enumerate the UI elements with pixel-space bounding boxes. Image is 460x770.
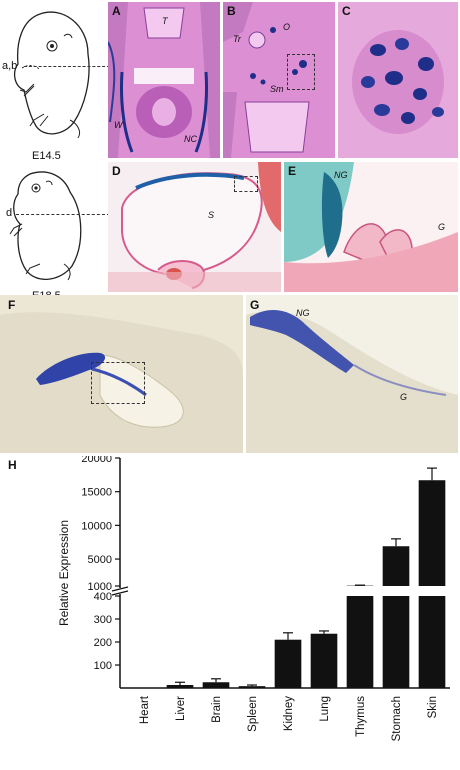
x-tick-label: Heart bbox=[139, 695, 151, 724]
panel-d-label: D bbox=[112, 164, 121, 178]
bar-kidney bbox=[275, 640, 302, 688]
x-tick-label: Skin bbox=[427, 696, 439, 718]
x-tick-label: Spleen bbox=[247, 696, 259, 732]
panel-f-histology bbox=[0, 295, 243, 453]
panel-b-tag-sm: Sm bbox=[270, 84, 284, 94]
panel-b-inset-box bbox=[287, 54, 315, 90]
panel-g-histology bbox=[246, 295, 458, 453]
x-tick-label: Stomach bbox=[391, 696, 403, 741]
x-tick-label: Thymus bbox=[355, 696, 367, 737]
panel-a-tag-nc: NC bbox=[184, 134, 197, 144]
bar-thymus bbox=[347, 596, 374, 688]
panel-f-inset-box bbox=[91, 362, 145, 404]
panel-b-tag-o: O bbox=[283, 22, 290, 32]
y-tick-label-lower: 100 bbox=[94, 660, 112, 672]
panel-e-histology bbox=[284, 162, 458, 292]
y-tick-label-lower: 400 bbox=[94, 591, 112, 603]
panel-e-tag-ng: NG bbox=[334, 170, 348, 180]
y-tick-label-upper: 20000 bbox=[81, 456, 112, 465]
bar-upper-stomach bbox=[383, 546, 410, 586]
y-tick-label-lower: 200 bbox=[94, 637, 112, 649]
x-tick-label: Kidney bbox=[283, 696, 295, 731]
y-axis-label: Relative Expression bbox=[57, 520, 71, 626]
panel-d-histology bbox=[108, 162, 281, 292]
axis-break-gap bbox=[110, 589, 454, 593]
embryo-e18-schematic bbox=[0, 166, 105, 286]
panel-f-label: F bbox=[8, 298, 15, 312]
panel-a-tag-t: T bbox=[162, 16, 168, 26]
panel-b-histology bbox=[223, 2, 335, 158]
embryo-e14-schematic bbox=[0, 2, 105, 150]
panel-g-tag-g: G bbox=[400, 392, 407, 402]
panel-e-tag-g: G bbox=[438, 222, 445, 232]
bar-brain bbox=[203, 682, 230, 688]
panel-d-tag-s: S bbox=[208, 210, 214, 220]
section-line-bottom bbox=[16, 214, 110, 215]
bar-stomach bbox=[383, 596, 410, 688]
x-tick-label: Lung bbox=[319, 696, 331, 722]
section-line-top bbox=[24, 66, 110, 67]
panel-a-label: A bbox=[112, 4, 121, 18]
stage-label-top: E14.5 bbox=[32, 150, 61, 162]
y-tick-label-upper: 5000 bbox=[88, 554, 112, 566]
bar-spleen bbox=[239, 686, 266, 688]
panel-c-histology bbox=[338, 2, 458, 158]
panel-b-label: B bbox=[227, 4, 236, 18]
plane-label-top: a,b bbox=[2, 60, 17, 72]
plane-label-bottom: d bbox=[6, 207, 12, 219]
panel-c-label: C bbox=[342, 4, 351, 18]
panel-e-label: E bbox=[288, 164, 296, 178]
y-tick-label-upper: 15000 bbox=[81, 487, 112, 499]
x-tick-label: Liver bbox=[175, 696, 187, 721]
bar-liver bbox=[167, 685, 194, 688]
panel-a-tag-w: W bbox=[114, 120, 123, 130]
panel-g-label: G bbox=[250, 298, 259, 312]
bar-lung bbox=[311, 634, 338, 688]
y-tick-label-lower: 300 bbox=[94, 614, 112, 626]
panel-d-inset-box bbox=[234, 176, 258, 192]
bar-upper-skin bbox=[419, 480, 446, 586]
bar-skin bbox=[419, 596, 446, 688]
panel-g-tag-ng: NG bbox=[296, 308, 310, 318]
panel-b-tag-tr: Tr bbox=[233, 34, 241, 44]
x-tick-label: Brain bbox=[211, 696, 223, 723]
y-tick-label-upper: 10000 bbox=[81, 520, 112, 532]
